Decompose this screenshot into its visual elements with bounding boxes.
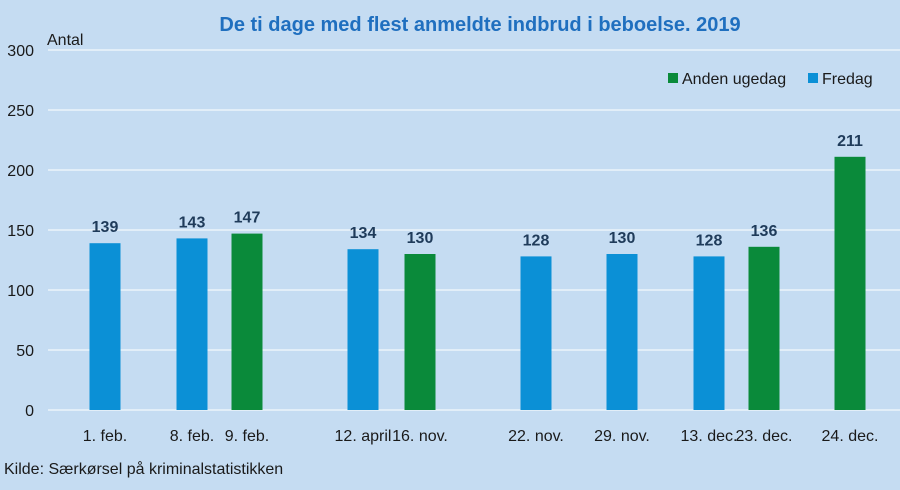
data-labels: 147 130 136 211 139 143 134 128 130 128	[92, 133, 863, 250]
bar	[176, 238, 208, 410]
bar	[89, 243, 121, 410]
x-tick-label: 8. feb.	[170, 428, 214, 445]
x-tick-label: 9. feb.	[225, 428, 269, 445]
bar	[520, 256, 552, 410]
x-tick-label: 23. dec.	[736, 428, 793, 445]
y-tick-label: 100	[7, 283, 34, 300]
y-tick-label: 0	[25, 403, 34, 420]
y-axis-label: Antal	[47, 32, 83, 49]
y-tick-label: 50	[16, 343, 34, 360]
bar	[693, 256, 725, 410]
data-label: 134	[350, 225, 377, 242]
y-axis-ticks: 0 50 100 150 200 250 300	[7, 43, 34, 420]
legend-swatch	[668, 73, 678, 83]
data-label: 128	[523, 232, 550, 249]
x-tick-label: 16. nov.	[392, 428, 448, 445]
bar	[347, 249, 379, 410]
source-note: Kilde: Særkørsel på kriminalstatistikken	[4, 460, 283, 478]
data-label: 147	[234, 210, 261, 227]
x-tick-label: 22. nov.	[508, 428, 564, 445]
x-axis-categories: 1. feb. 8. feb. 9. feb. 12. april 16. nov. 22…	[83, 428, 879, 445]
legend: Anden ugedag Fredag	[668, 71, 873, 88]
data-label: 130	[407, 230, 434, 247]
x-tick-label: 1. feb.	[83, 428, 127, 445]
legend-label: Anden ugedag	[682, 71, 786, 88]
bar	[834, 156, 866, 410]
data-label: 211	[837, 133, 863, 150]
data-label: 128	[696, 232, 723, 249]
x-tick-label: 13. dec.	[681, 428, 738, 445]
data-label: 130	[609, 230, 636, 247]
x-tick-label: 24. dec.	[822, 428, 879, 445]
x-tick-label: 12. april	[335, 428, 392, 445]
legend-swatch	[808, 73, 818, 83]
data-label: 136	[751, 223, 778, 240]
data-label: 139	[92, 219, 119, 236]
y-tick-label: 300	[7, 43, 34, 60]
bar	[404, 254, 436, 410]
y-tick-label: 200	[7, 163, 34, 180]
y-tick-label: 250	[7, 103, 34, 120]
x-tick-label: 29. nov.	[594, 428, 650, 445]
bar	[606, 254, 638, 410]
legend-label: Fredag	[822, 71, 873, 88]
bar	[748, 246, 780, 410]
y-tick-label: 150	[7, 223, 34, 240]
chart-title: De ti dage med flest anmeldte indbrud i …	[219, 14, 740, 36]
bar	[231, 233, 263, 410]
bars	[89, 156, 866, 410]
data-label: 143	[179, 214, 206, 231]
